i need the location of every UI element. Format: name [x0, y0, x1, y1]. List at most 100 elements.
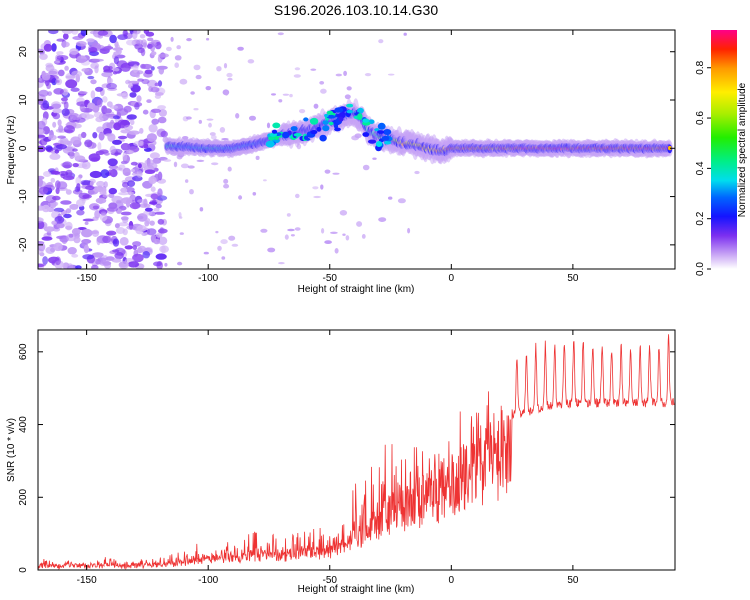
noise-blob [91, 252, 104, 258]
noise-blob [157, 218, 165, 225]
colorbar-gradient [711, 30, 737, 269]
noise-blob [104, 262, 112, 269]
ridge-core [668, 145, 672, 151]
noise-blob [107, 101, 113, 108]
noise-blob [260, 228, 268, 233]
noise-blob [86, 102, 96, 109]
noise-blob [137, 245, 147, 253]
noise-blob [238, 195, 243, 200]
noise-blob [219, 126, 226, 133]
colorbar-tick-label: 0.4 [695, 161, 706, 175]
spectrogram-x-ticks: -150 -100 -50 0 50 [77, 30, 579, 284]
ridge-blob [328, 121, 334, 126]
noise-blob [51, 103, 61, 109]
noise-blob [144, 207, 153, 212]
ridge-blob [362, 132, 370, 137]
ridge-blob [377, 122, 386, 130]
noise-blob [75, 41, 87, 47]
noise-blob [120, 62, 131, 72]
noise-blob [132, 64, 139, 73]
noise-blob [153, 261, 162, 267]
noise-blob [141, 63, 153, 70]
noise-blob [193, 64, 201, 71]
ridge-blob [334, 127, 341, 132]
noise-blob [150, 193, 159, 200]
noise-blob [151, 199, 157, 206]
noise-blob [51, 220, 57, 225]
spectrogram-x-tick-label: -100 [198, 273, 218, 284]
noise-blob [149, 220, 155, 226]
ridge-blob [357, 113, 363, 121]
noise-blob [48, 70, 58, 75]
spectrogram-y-tick-label: -10 [18, 189, 29, 204]
noise-blob [97, 30, 109, 36]
colorbar: 0.0 0.2 0.4 0.6 0.8 Normalized spectral ampl… [695, 30, 748, 276]
noise-blob [46, 231, 52, 236]
snr-y-tick-label: 0 [18, 567, 29, 573]
noise-blob [109, 145, 117, 155]
noise-blob [143, 144, 149, 149]
noise-blob [42, 256, 48, 265]
noise-blob [96, 180, 105, 187]
noise-blob [361, 234, 366, 239]
noise-blob [109, 34, 117, 44]
noise-blob [55, 78, 63, 86]
noise-blob [114, 251, 124, 260]
spectrogram-y-tick-label: 0 [18, 145, 29, 151]
noise-blob [112, 139, 122, 145]
noise-blob [43, 171, 52, 177]
noise-blob [43, 226, 55, 233]
noise-blob [135, 73, 140, 78]
snr-x-tick-label: 50 [567, 575, 579, 586]
noise-blob [310, 68, 317, 71]
noise-blob [86, 38, 95, 43]
noise-blob [72, 148, 78, 152]
ridge-blob [362, 118, 370, 123]
snr-y-axis-label: SNR (10 * v/v) [6, 418, 17, 482]
noise-blob [38, 263, 45, 268]
noise-blob [129, 202, 141, 210]
noise-blob [217, 245, 222, 251]
snr-panel: -150 -100 -50 0 50 0 200 400 600 Height of stra… [6, 329, 676, 595]
snr-y-tick-label: 600 [18, 343, 29, 360]
ridge-blob [310, 130, 318, 135]
noise-blob [95, 197, 107, 204]
noise-blob [89, 230, 99, 234]
noise-blob [284, 234, 289, 240]
noise-blob [94, 210, 101, 219]
noise-blob [223, 62, 228, 69]
noise-blob [52, 121, 57, 128]
noise-blob [154, 82, 160, 87]
noise-blob [88, 47, 98, 53]
noise-blob [112, 115, 120, 120]
noise-blob [220, 239, 228, 245]
noise-blob [351, 135, 359, 141]
noise-blob [150, 51, 157, 56]
noise-blob [81, 68, 90, 72]
noise-blob [198, 119, 202, 124]
noise-blob [141, 78, 150, 85]
noise-blob [362, 164, 370, 171]
noise-blob [55, 187, 60, 195]
noise-blob [313, 103, 319, 109]
noise-blob [278, 99, 283, 103]
noise-blob [75, 265, 82, 269]
noise-blob [93, 98, 102, 106]
noise-blob [65, 169, 73, 178]
noise-blob [38, 89, 49, 97]
noise-blob [63, 101, 69, 110]
noise-blob [61, 236, 68, 245]
noise-blob [286, 213, 291, 217]
noise-blob [38, 145, 46, 153]
ridge-blob [268, 136, 275, 141]
noise-blob [117, 222, 129, 227]
noise-blob [82, 218, 95, 222]
noise-blob [84, 221, 89, 225]
noise-blob [186, 116, 192, 120]
noise-blob [235, 113, 240, 119]
noise-blob [52, 108, 63, 114]
noise-blob [72, 36, 84, 40]
noise-blob [190, 91, 195, 95]
noise-blob [56, 55, 69, 61]
